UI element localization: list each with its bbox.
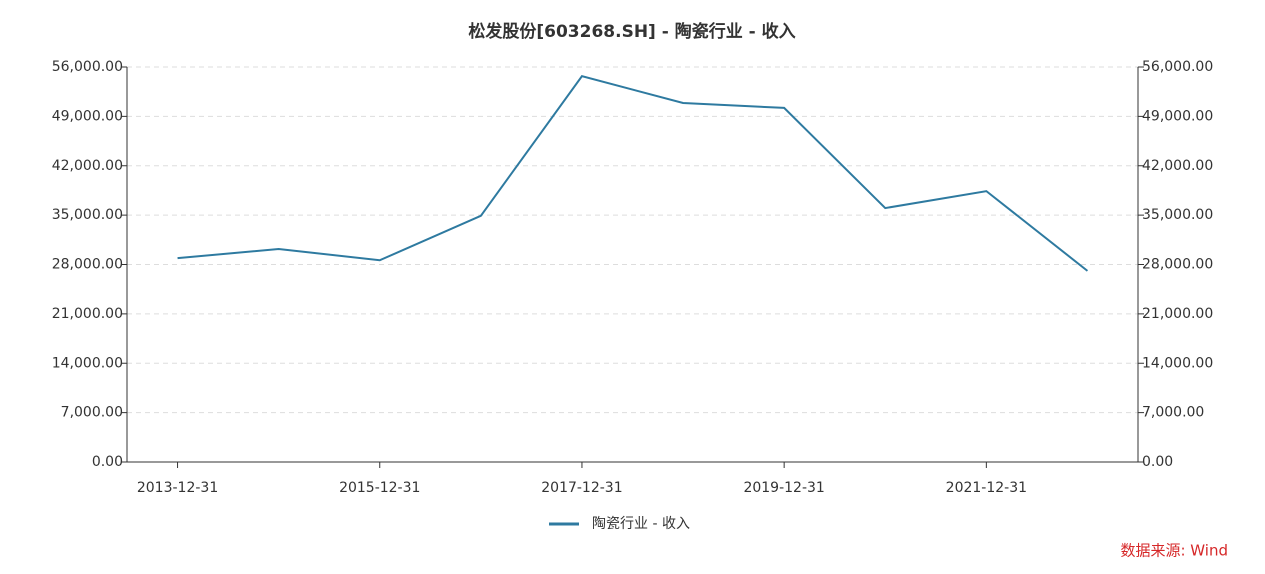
x-tick-label: 2013-12-31 xyxy=(137,480,218,496)
y2-tick-label: 14,000.00 xyxy=(1142,355,1213,371)
y2-tick-label: 49,000.00 xyxy=(1142,108,1213,124)
y2-tick-label: 0.00 xyxy=(1142,454,1173,470)
y-tick-label: 42,000.00 xyxy=(52,158,123,174)
y-tick-label: 49,000.00 xyxy=(52,108,123,124)
y2-tick-label: 56,000.00 xyxy=(1142,59,1213,75)
x-tick-label: 2021-12-31 xyxy=(946,480,1027,496)
y-tick-label: 7,000.00 xyxy=(61,405,123,421)
y-tick-label: 0.00 xyxy=(92,454,123,470)
y2-tick-label: 21,000.00 xyxy=(1142,306,1213,322)
chart-title: 松发股份[603268.SH] - 陶瓷行业 - 收入 xyxy=(468,21,795,42)
y2-tick-label: 42,000.00 xyxy=(1142,158,1213,174)
y-tick-label: 28,000.00 xyxy=(52,257,123,273)
line-series xyxy=(177,75,1089,272)
y2-tick-label: 28,000.00 xyxy=(1142,257,1213,273)
y-tick-label: 56,000.00 xyxy=(52,59,123,75)
x-tick-label: 2015-12-31 xyxy=(339,480,420,496)
y2-tick-label: 7,000.00 xyxy=(1142,405,1204,421)
source-note: 数据来源: Wind xyxy=(1120,542,1228,560)
x-tick-label: 2019-12-31 xyxy=(743,480,824,496)
legend-label: 陶瓷行业 - 收入 xyxy=(592,516,690,532)
y-tick-label: 21,000.00 xyxy=(52,306,123,322)
y2-tick-label: 35,000.00 xyxy=(1142,207,1213,223)
y-tick-label: 14,000.00 xyxy=(52,355,123,371)
x-tick-label: 2017-12-31 xyxy=(541,480,622,496)
y-tick-label: 35,000.00 xyxy=(52,207,123,223)
